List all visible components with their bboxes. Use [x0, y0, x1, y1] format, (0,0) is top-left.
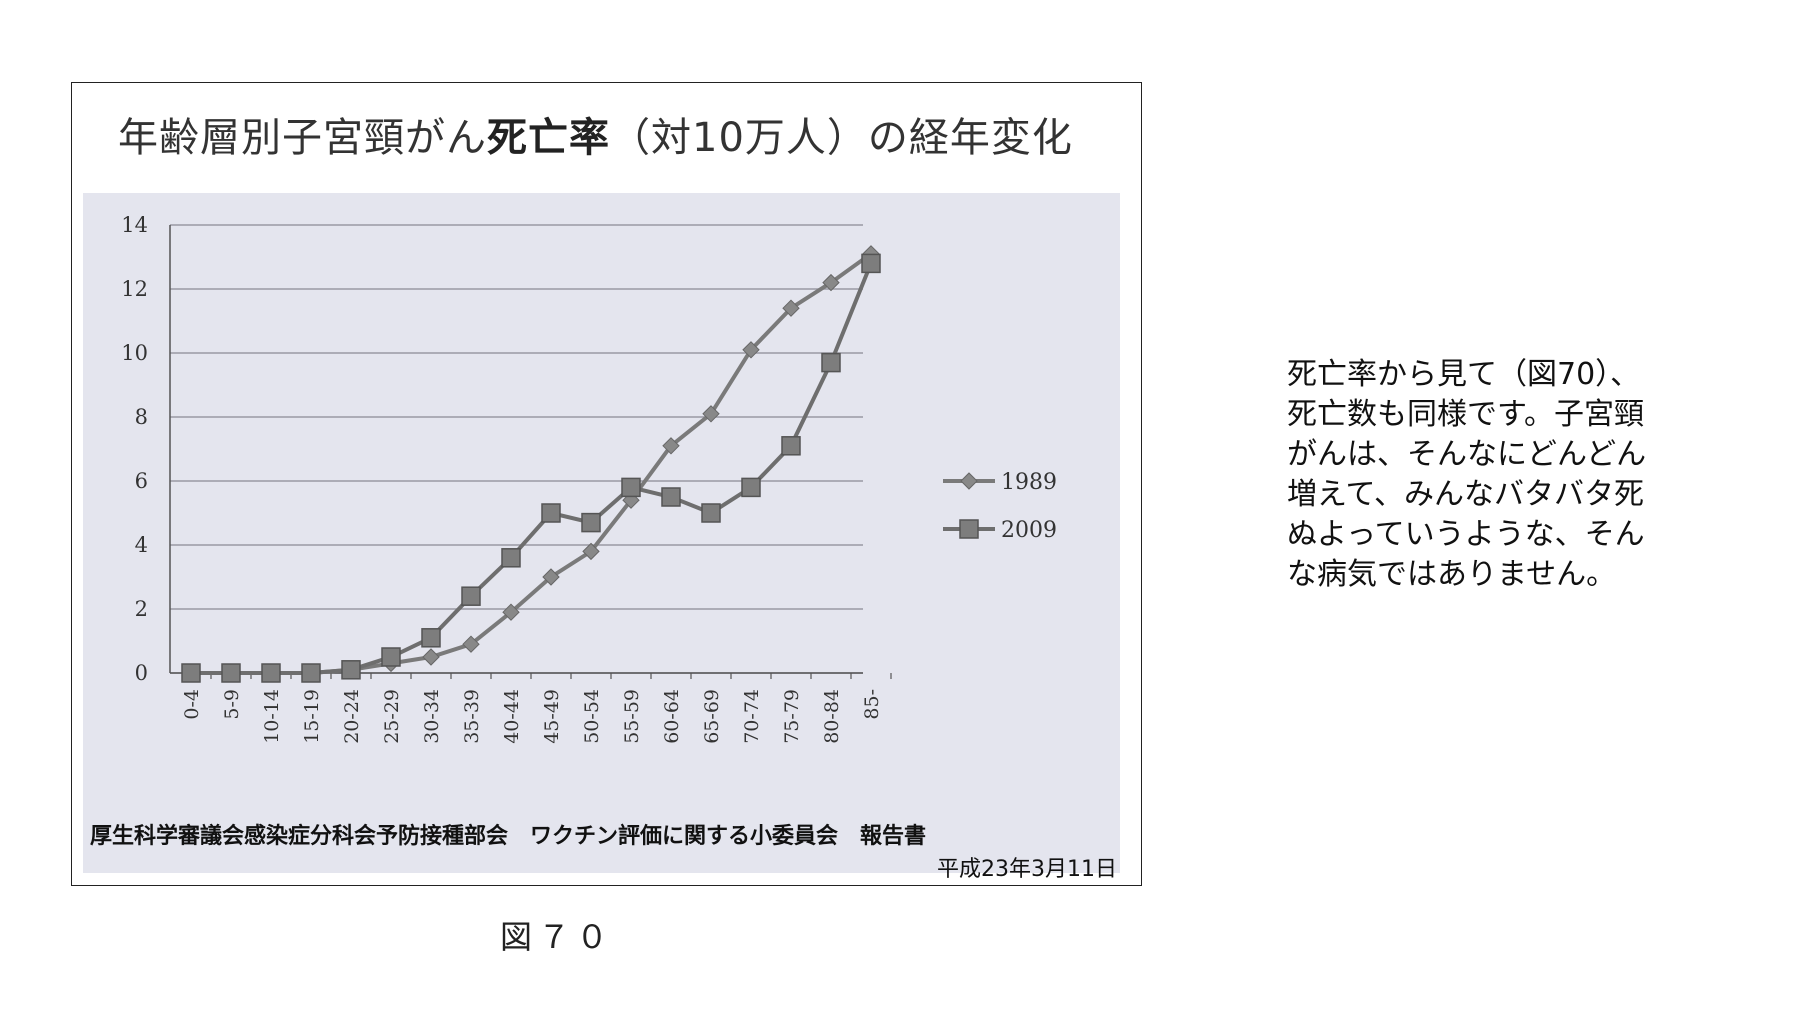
y-tick-label: 0	[135, 661, 148, 685]
data-point-2009	[341, 660, 361, 680]
x-tick-label: 75-79	[781, 689, 803, 744]
x-tick-label: 30-34	[421, 689, 443, 744]
data-point-1989	[782, 299, 800, 317]
data-point-2009	[701, 503, 721, 523]
side-text-line: ぬよっていうような、そん	[1287, 517, 1645, 552]
side-text-line: 増えて、みんなバタバタ死	[1287, 477, 1644, 512]
scanned-chart-background	[83, 193, 1120, 873]
data-point-1989	[542, 568, 560, 586]
data-point-2009	[621, 477, 641, 498]
title-bold-part: 死亡率	[487, 115, 610, 161]
x-tick-label: 70-74	[741, 689, 763, 744]
legend-label: 1989	[1001, 470, 1057, 495]
data-point-1989	[422, 648, 440, 666]
y-tick-label: 2	[135, 597, 148, 621]
x-tick-label: 45-49	[541, 689, 563, 744]
data-point-1989	[662, 437, 680, 455]
data-point-2009	[301, 663, 321, 683]
data-point-2009	[581, 512, 601, 533]
title-part-2: （対10万人）の経年変化	[610, 115, 1073, 161]
legend-marker-2009	[959, 519, 979, 539]
x-tick-label: 80-84	[821, 689, 843, 744]
y-tick-label: 12	[121, 277, 148, 301]
side-commentary: 死亡率から見て（図70）、 死亡数も同様です。子宮頸 がんは、そんなにどんどん …	[1287, 355, 1707, 595]
data-point-2009	[221, 663, 241, 683]
side-text-line: 死亡数も同様です。子宮頸	[1287, 397, 1644, 432]
x-tick-label: 55-59	[621, 689, 643, 744]
side-text-line: な病気ではありません。	[1287, 557, 1617, 592]
data-point-1989	[462, 635, 480, 653]
data-point-1989	[702, 405, 720, 423]
data-point-2009	[661, 487, 681, 507]
x-tick-label: 65-69	[701, 689, 723, 744]
x-tick-label: 25-29	[381, 689, 403, 744]
data-point-1989	[502, 603, 520, 621]
title-part-1: 年齢層別子宮頸がん	[118, 115, 487, 161]
x-tick-label: 10-14	[261, 689, 283, 744]
y-tick-label: 10	[121, 341, 148, 365]
data-point-2009	[741, 477, 761, 498]
data-point-1989	[822, 273, 840, 292]
y-tick-label: 8	[135, 405, 148, 429]
chart-title: 年齢層別子宮頸がん死亡率（対10万人）の経年変化	[118, 105, 1118, 163]
x-tick-label: 50-54	[581, 689, 603, 744]
x-tick-label: 40-44	[501, 689, 523, 744]
data-point-2009	[181, 663, 201, 683]
data-point-1989	[742, 341, 760, 359]
x-tick-label: 0-4	[181, 689, 203, 720]
data-point-2009	[861, 253, 881, 274]
y-tick-label: 4	[135, 533, 148, 557]
data-point-2009	[541, 503, 561, 523]
data-point-2009	[461, 586, 481, 606]
x-tick-label: 15-19	[301, 689, 323, 744]
y-tick-label: 6	[135, 469, 148, 493]
data-point-2009	[261, 663, 281, 683]
x-tick-label: 85-	[861, 689, 883, 720]
data-point-2009	[501, 548, 521, 568]
x-tick-label: 20-24	[341, 689, 363, 744]
x-tick-label: 5-9	[221, 689, 243, 720]
side-text-line: 死亡率から見て（図70）、	[1287, 357, 1641, 392]
data-point-2009	[821, 352, 841, 373]
side-text-line: がんは、そんなにどんどん	[1287, 437, 1647, 472]
figure-caption: 図７０	[500, 918, 615, 956]
y-tick-label: 14	[121, 213, 148, 237]
x-tick-label: 60-64	[661, 689, 683, 744]
data-point-2009	[781, 436, 801, 456]
data-point-2009	[381, 647, 401, 667]
series-line-2009	[191, 262, 873, 675]
x-tick-label: 35-39	[461, 689, 483, 744]
legend-label: 2009	[1001, 518, 1057, 543]
series-line-1989	[191, 252, 873, 675]
legend-marker-1989	[960, 472, 978, 490]
line-chart: 0 2 4 6 8 10 12 14 0-4 5-9 10-14 15-19 20-24 25-29 30-…	[121, 213, 1057, 744]
data-point-2009	[421, 628, 441, 648]
source-citation: 厚生科学審議会感染症分科会予防接種部会 ワクチン評価に関する小委員会 報告書	[90, 824, 927, 849]
source-date: 平成23年3月11日	[937, 857, 1117, 882]
data-point-1989	[582, 542, 600, 561]
